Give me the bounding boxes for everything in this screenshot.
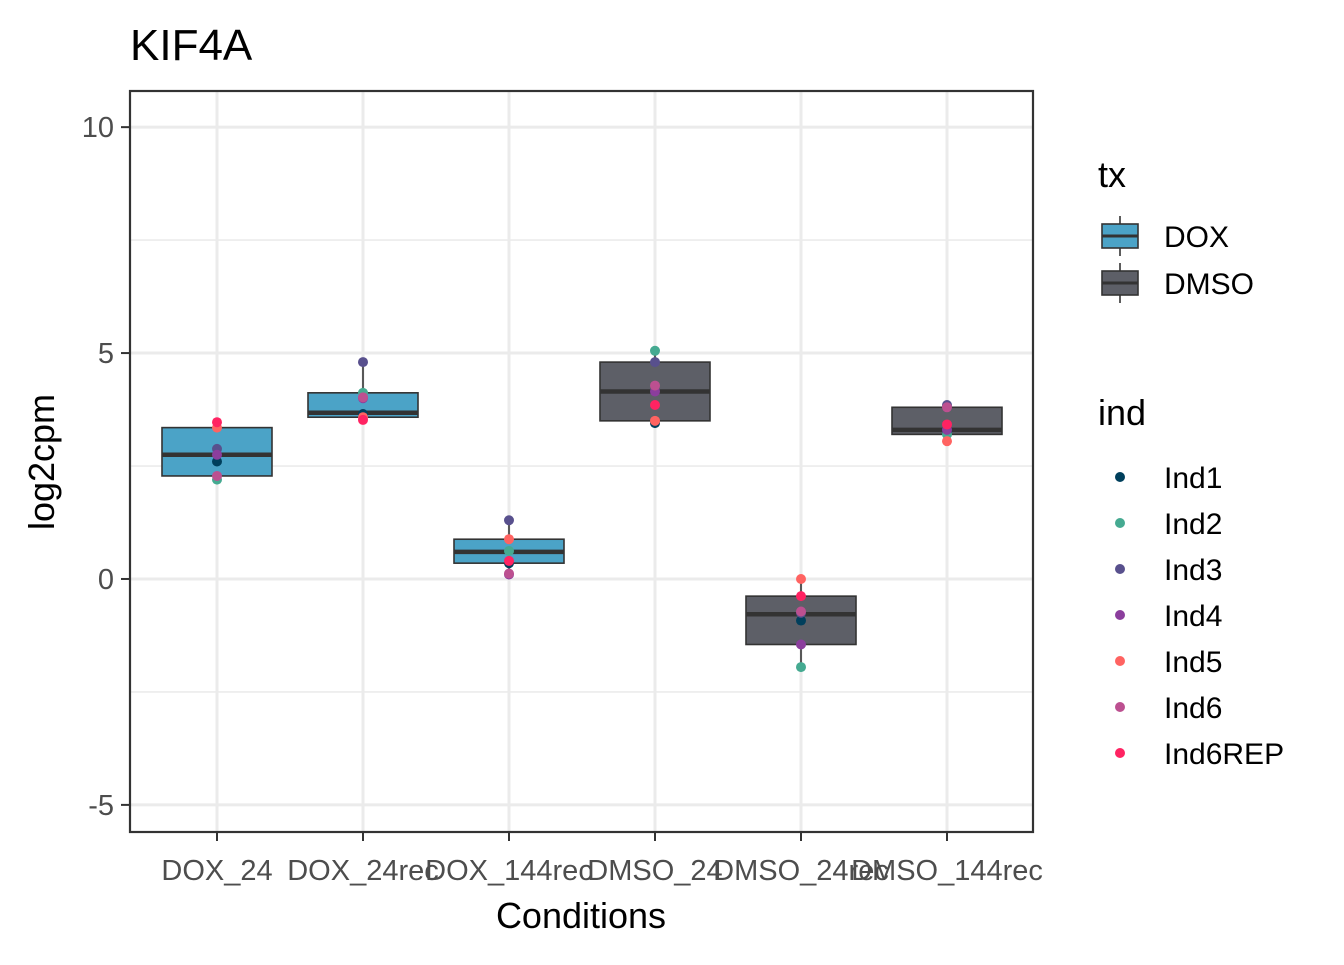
data-point-Ind6 xyxy=(650,380,660,391)
grid-layer xyxy=(130,91,1033,832)
legend-key-Ind6 xyxy=(1115,702,1125,712)
y-tick-label: 10 xyxy=(82,112,114,144)
x-axis-title: Conditions xyxy=(496,895,666,936)
legend-key-Ind2 xyxy=(1115,518,1125,528)
data-point-Ind5 xyxy=(650,415,660,426)
legend-label-Ind6REP: Ind6REP xyxy=(1164,738,1284,771)
legend-key-Ind4 xyxy=(1115,610,1125,620)
y-tick-label: -5 xyxy=(88,790,114,822)
legend-key-Ind6REP xyxy=(1115,748,1125,758)
data-point-Ind3 xyxy=(650,357,660,368)
point-layer xyxy=(212,345,952,673)
data-point-Ind5 xyxy=(504,534,514,545)
legend-label-Ind4: Ind4 xyxy=(1164,600,1222,633)
legend-label-Ind5: Ind5 xyxy=(1164,646,1222,679)
x-tick-label: DMSO_24 xyxy=(587,855,722,887)
data-point-Ind6 xyxy=(504,568,514,579)
data-point-Ind3 xyxy=(504,515,514,526)
data-point-Ind6REP xyxy=(796,591,806,602)
x-tick-label: DMSO_24rec xyxy=(713,855,889,887)
data-point-Ind2 xyxy=(796,662,806,673)
data-point-Ind2 xyxy=(504,545,514,556)
legend: tx DOX DMSO ind Ind1 Ind2 Ind3 Ind4 Ind5 Ind6 Ind6… xyxy=(1098,154,1284,771)
x-tick-label: DOX_144rec xyxy=(425,855,593,887)
x-tick-label: DOX_24 xyxy=(161,855,272,887)
data-point-Ind6 xyxy=(942,402,952,413)
legend-label-Ind3: Ind3 xyxy=(1164,554,1222,587)
data-point-Ind6 xyxy=(796,606,806,617)
data-point-Ind6REP xyxy=(358,414,368,425)
data-point-Ind6REP xyxy=(942,419,952,430)
legend-title-tx: tx xyxy=(1098,154,1126,195)
chart-title: KIF4A xyxy=(130,21,253,70)
legend-key-Ind5 xyxy=(1115,656,1125,666)
data-point-Ind5 xyxy=(942,436,952,447)
data-point-Ind3 xyxy=(358,357,368,368)
legend-title-ind: ind xyxy=(1098,392,1146,433)
legend-label-DOX: DOX xyxy=(1164,221,1229,254)
data-point-Ind6 xyxy=(212,470,222,481)
plot-panel-border xyxy=(128,89,1035,834)
y-axis-title: log2cpm xyxy=(21,394,62,530)
legend-key-Ind1 xyxy=(1115,472,1125,482)
data-point-Ind4 xyxy=(212,449,222,460)
data-point-Ind4 xyxy=(796,639,806,650)
box-layer xyxy=(161,350,1003,668)
data-point-Ind6REP xyxy=(504,555,514,566)
x-tick-label: DOX_24rec xyxy=(287,855,439,887)
legend-key-Ind3 xyxy=(1115,564,1125,574)
legend-label-Ind2: Ind2 xyxy=(1164,508,1222,541)
legend-label-DMSO: DMSO xyxy=(1164,268,1254,301)
y-tick-label: 0 xyxy=(98,564,114,596)
legend-label-Ind1: Ind1 xyxy=(1164,462,1222,495)
y-tick-label: 5 xyxy=(98,338,114,370)
data-point-Ind5 xyxy=(796,573,806,584)
data-point-Ind2 xyxy=(650,345,660,356)
data-point-Ind6REP xyxy=(212,417,222,428)
data-point-Ind1 xyxy=(796,615,806,626)
data-point-Ind6REP xyxy=(650,400,660,411)
legend-label-Ind6: Ind6 xyxy=(1164,692,1222,725)
x-tick-label: DMSO_144rec xyxy=(851,855,1043,887)
data-point-Ind6 xyxy=(358,392,368,403)
